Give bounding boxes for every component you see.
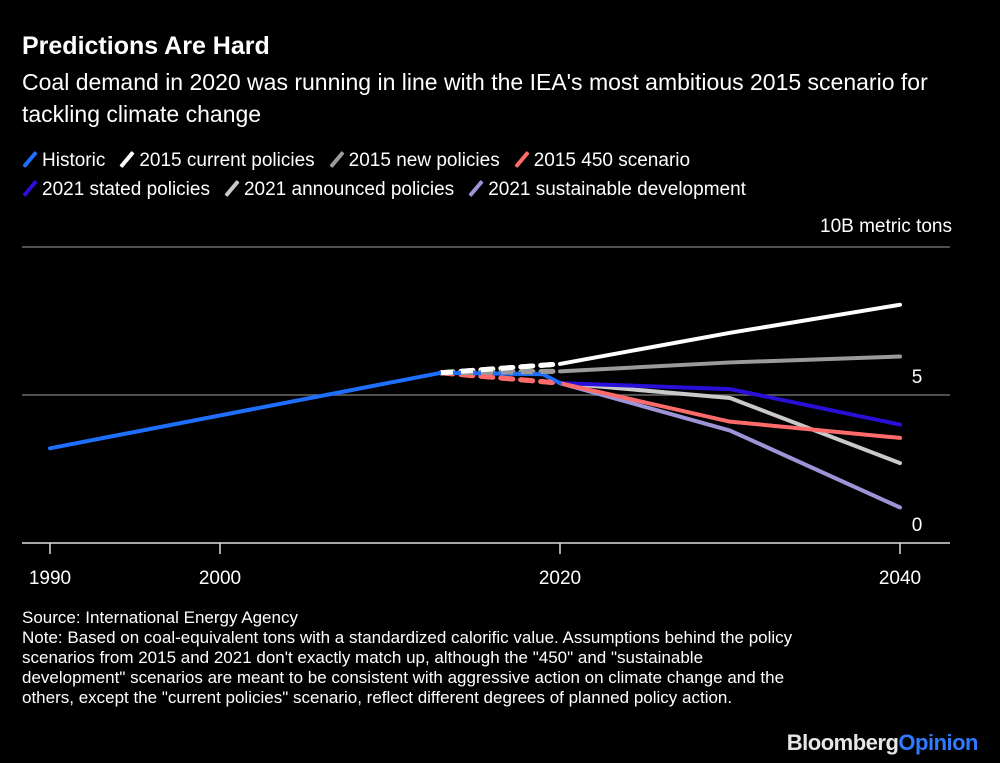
series-line-2021-sustainable-development xyxy=(558,381,902,510)
series-line-2015-450-scenario-segment xyxy=(558,381,902,440)
note-text: Note: Based on coal-equivalent tons with… xyxy=(22,628,793,707)
chart-title: Predictions Are Hard xyxy=(22,32,270,60)
legend-item: 2015 current policies xyxy=(119,146,315,175)
series-line-2021-announced-policies-segment xyxy=(558,381,902,466)
series-line-2021-stated-policies xyxy=(558,381,902,427)
legend-item: 2015 new policies xyxy=(329,146,500,175)
series-line-2021-stated-policies-segment xyxy=(558,381,902,427)
logo-bloomberg: Bloomberg xyxy=(786,730,899,755)
legend-label: 2021 announced policies xyxy=(243,179,455,200)
legend-label: 2015 450 scenario xyxy=(533,150,691,171)
legend-label: Historic xyxy=(42,150,106,171)
series-line-2015-new-policies-segment xyxy=(558,354,902,374)
x-tick-label: 2040 xyxy=(879,568,921,589)
legend-item: 2021 sustainable development xyxy=(468,175,746,204)
y-axis-unit-label: 10B metric tons xyxy=(820,216,952,237)
legend: Historic 2015 current policies 2015 new po… xyxy=(22,146,982,204)
legend-item: Historic xyxy=(22,146,105,175)
chart-subtitle: Coal demand in 2020 was running in line … xyxy=(22,69,928,127)
legend-label: 2015 new policies xyxy=(348,150,500,171)
series-line-2015-450-scenario xyxy=(438,370,902,440)
series-line-historic xyxy=(48,370,562,451)
bloomberg-opinion-logo: BloombergOpinion xyxy=(786,730,979,756)
footer: Source: International Energy Agency Note… xyxy=(22,608,802,708)
legend-label: 2021 stated policies xyxy=(42,179,210,200)
legend-label: 2021 sustainable development xyxy=(488,179,746,200)
x-tick-label: 2020 xyxy=(539,568,581,589)
series-line-2015-current-policies xyxy=(438,302,902,376)
legend-item: 2021 stated policies xyxy=(22,175,210,204)
legend-label: 2015 current policies xyxy=(139,150,315,171)
series-line-2015-current-policies-segment xyxy=(558,302,902,366)
legend-item: 2021 announced policies xyxy=(224,175,454,204)
logo-opinion: Opinion xyxy=(898,730,978,755)
series-line-2021-announced-policies xyxy=(558,381,902,466)
y-tick-label: 5 xyxy=(912,367,923,388)
series-line-2021-sustainable-development-segment xyxy=(558,381,902,510)
legend-item: 2015 450 scenario xyxy=(514,146,690,175)
source-text: Source: International Energy Agency xyxy=(22,608,298,627)
x-tick-label: 2000 xyxy=(199,568,241,589)
series-line-historic-segment xyxy=(48,370,562,451)
x-tick-label: 1990 xyxy=(29,568,71,589)
y-tick-label: 0 xyxy=(912,515,923,536)
